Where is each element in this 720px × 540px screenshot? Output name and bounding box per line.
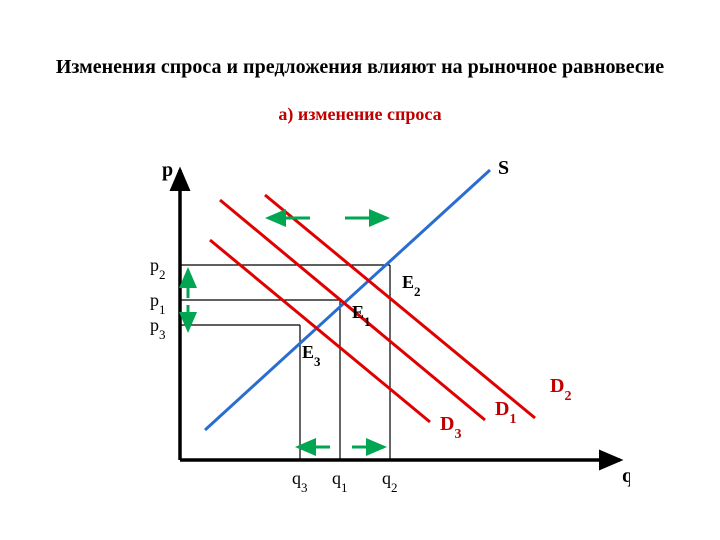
point-label-E2: E2 bbox=[402, 272, 421, 299]
p-axis-label: p bbox=[162, 159, 173, 181]
point-label-E3: E3 bbox=[302, 342, 321, 369]
q-tick-q2: q2 bbox=[382, 468, 398, 495]
p-tick-p2: p2 bbox=[150, 255, 166, 282]
demand-label-D2: D2 bbox=[550, 375, 571, 404]
equilibrium-diagram: p q S D3 D1 D2 E1 E2 E3 p2 p1p3 q3 q1 q2 bbox=[90, 140, 630, 510]
demand-label-D1: D1 bbox=[495, 398, 516, 427]
q-tick-q3: q3 bbox=[292, 468, 308, 495]
q-tick-q1: q1 bbox=[332, 468, 348, 495]
page-subtitle: а) изменение спроса bbox=[0, 104, 720, 125]
p-tick-p1: p1 bbox=[150, 290, 166, 317]
page-title: Изменения спроса и предложения влияют на… bbox=[0, 56, 720, 79]
supply-label: S bbox=[498, 157, 509, 179]
p-tick-p3: p3 bbox=[150, 315, 166, 342]
q-axis-label: q bbox=[622, 465, 630, 487]
demand-label-D3: D3 bbox=[440, 413, 461, 442]
point-label-E1: E1 bbox=[352, 302, 371, 329]
demand-curve-D2 bbox=[265, 195, 535, 418]
